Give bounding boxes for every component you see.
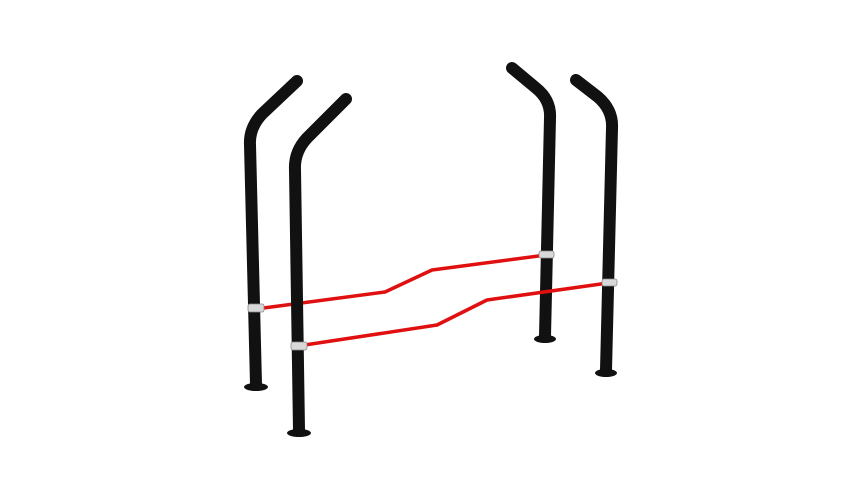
bar [297,281,609,348]
posts-front [288,74,619,436]
post [570,74,619,376]
clamp [290,341,308,351]
post [506,62,557,342]
post [288,93,352,436]
post [243,75,303,390]
clamps [247,250,618,351]
bars [255,253,609,348]
clamp [601,278,618,287]
bar [255,253,547,311]
posts [243,62,557,390]
clamp [538,250,555,259]
clamp [247,303,265,313]
